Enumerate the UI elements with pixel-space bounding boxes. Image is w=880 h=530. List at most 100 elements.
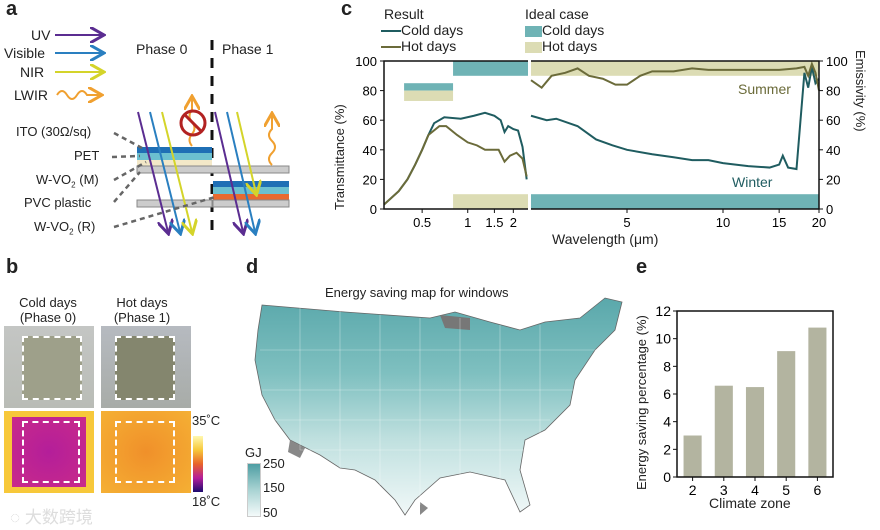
layer-pointer-lines [111, 131, 216, 229]
y-tick-label: 60 [363, 113, 377, 128]
bar-zone-4 [745, 387, 765, 477]
y-tick-label-right: 40 [826, 143, 840, 158]
e-x-axis-label: Climate zone [709, 495, 791, 511]
x-tick-label: 3 [720, 482, 728, 498]
panel-label-a: a [6, 0, 18, 20]
blocked-sign-icon [179, 109, 207, 137]
photo-phase1 [101, 326, 191, 408]
legend-ideal-title: Ideal case [525, 6, 589, 22]
legend-cold-result: Cold days [381, 22, 463, 38]
y-tick-label-right: 20 [826, 172, 840, 187]
y-tick-label: 0 [370, 202, 377, 217]
x-tick-label: 20 [812, 215, 826, 230]
bar-zone-5 [777, 351, 796, 477]
x-tick-label: 2 [510, 215, 517, 230]
map-title: Energy saving map for windows [325, 285, 509, 300]
legend-tick-50: 50 [263, 505, 278, 520]
col2-title: Hot days (Phase 1) [113, 295, 171, 325]
legend-unit: GJ [245, 445, 262, 460]
y-tick-label: 4 [663, 414, 671, 430]
y-tick-label-right: 60 [826, 113, 840, 128]
thermal-phase0 [4, 411, 94, 493]
panel-label-c: c [341, 0, 353, 20]
x-tick-label: 0.5 [413, 215, 431, 230]
photo-phase0 [4, 326, 94, 408]
y-tick-label: 6 [663, 386, 671, 402]
legend-hot-result: Hot days [381, 38, 456, 54]
axis-frame-right [531, 60, 820, 210]
ideal-region-cold-days [404, 83, 454, 91]
panel-label-b: b [6, 256, 19, 278]
y-tick-label: 2 [663, 441, 671, 457]
watermark: ◌ 大数跨境 [10, 508, 93, 527]
legend-tick-150: 150 [263, 480, 285, 495]
series-cold-days-infrared [530, 66, 820, 171]
x-tick-label: 5 [782, 482, 790, 498]
x-tick-label: 10 [716, 215, 730, 230]
phase1-label: Phase 1 [222, 41, 274, 57]
y-tick-label: 8 [663, 358, 671, 374]
ideal-region-cold-days [453, 61, 528, 76]
legend-visible-label: Visible [4, 45, 45, 61]
panel-label-d: d [246, 256, 259, 278]
county-lines [260, 305, 600, 505]
legend-nir-label: NIR [20, 64, 45, 80]
bar-zone-6 [808, 327, 827, 477]
y-tick-label-right: 100 [826, 54, 848, 69]
y-tick-label: 20 [363, 172, 377, 187]
phase0-label: Phase 0 [136, 41, 188, 57]
layer-wvo2-m-label: W-VO2 (M) [36, 172, 99, 190]
axis-frame-left [383, 60, 528, 210]
legend-uv-label: UV [31, 27, 51, 43]
y-tick-label: 40 [363, 143, 377, 158]
series-hot-days-infrared [530, 60, 820, 91]
annotation-summer: Summer [738, 81, 791, 97]
y-tick-label: 10 [655, 331, 671, 347]
legend-result-title: Result [384, 6, 424, 22]
legend-tick-250: 250 [263, 456, 285, 471]
x-tick-label: 6 [814, 482, 822, 498]
y-tick-label: 12 [655, 303, 671, 319]
bar-zone-3 [714, 385, 733, 477]
y-tick-label: 80 [363, 84, 377, 99]
layer-pvc-label: PVC plastic [24, 195, 92, 210]
bar-zone-2 [683, 435, 702, 477]
layer-ito-label: ITO (30Ω/sq) [16, 124, 92, 139]
y-tick-label-right: 80 [826, 84, 840, 99]
e-y-axis-label: Energy saving percentage (%) [634, 315, 649, 490]
x-tick-label: 2 [689, 482, 697, 498]
energy-colorbar [247, 463, 261, 517]
layer-wvo2-r-label: W-VO2 (R) [34, 219, 96, 237]
legend-arrows [55, 35, 102, 99]
ideal-region-cold-days [531, 194, 819, 209]
x-tick-label: 1 [464, 215, 471, 230]
no-data-region [288, 440, 305, 458]
no-data-region [440, 315, 470, 330]
x-tick-label: 1.5 [485, 215, 503, 230]
col1-title: Cold days (Phase 0) [19, 295, 77, 325]
ideal-region-hot-days [453, 194, 528, 209]
legend-lwir-label: LWIR [14, 87, 48, 103]
ideal-region-hot-days [531, 61, 819, 76]
y-tick-label: 100 [355, 54, 377, 69]
series-hot-days-visible [383, 125, 528, 206]
annotation-winter: Winter [732, 174, 773, 190]
lwir-arrow-icon [56, 91, 100, 99]
temperature-colorbar [193, 436, 203, 492]
thermal-phase1 [101, 411, 191, 493]
panel-label-e: e [636, 256, 648, 278]
colorbar-min-label: 18˚C [192, 494, 221, 509]
y-tick-label: 0 [663, 469, 671, 485]
x-tick-label: 15 [772, 215, 786, 230]
x-tick-label: 5 [623, 215, 630, 230]
schematic-graphics [55, 0, 290, 250]
legend-cold-ideal: Cold days [525, 22, 604, 38]
y-tick-label-right: 0 [826, 202, 833, 217]
ideal-region-hot-days [404, 90, 454, 101]
layer-pet-label: PET [74, 148, 100, 163]
x-axis-label: Wavelength (μm) [552, 231, 659, 247]
no-data-region [420, 502, 428, 515]
